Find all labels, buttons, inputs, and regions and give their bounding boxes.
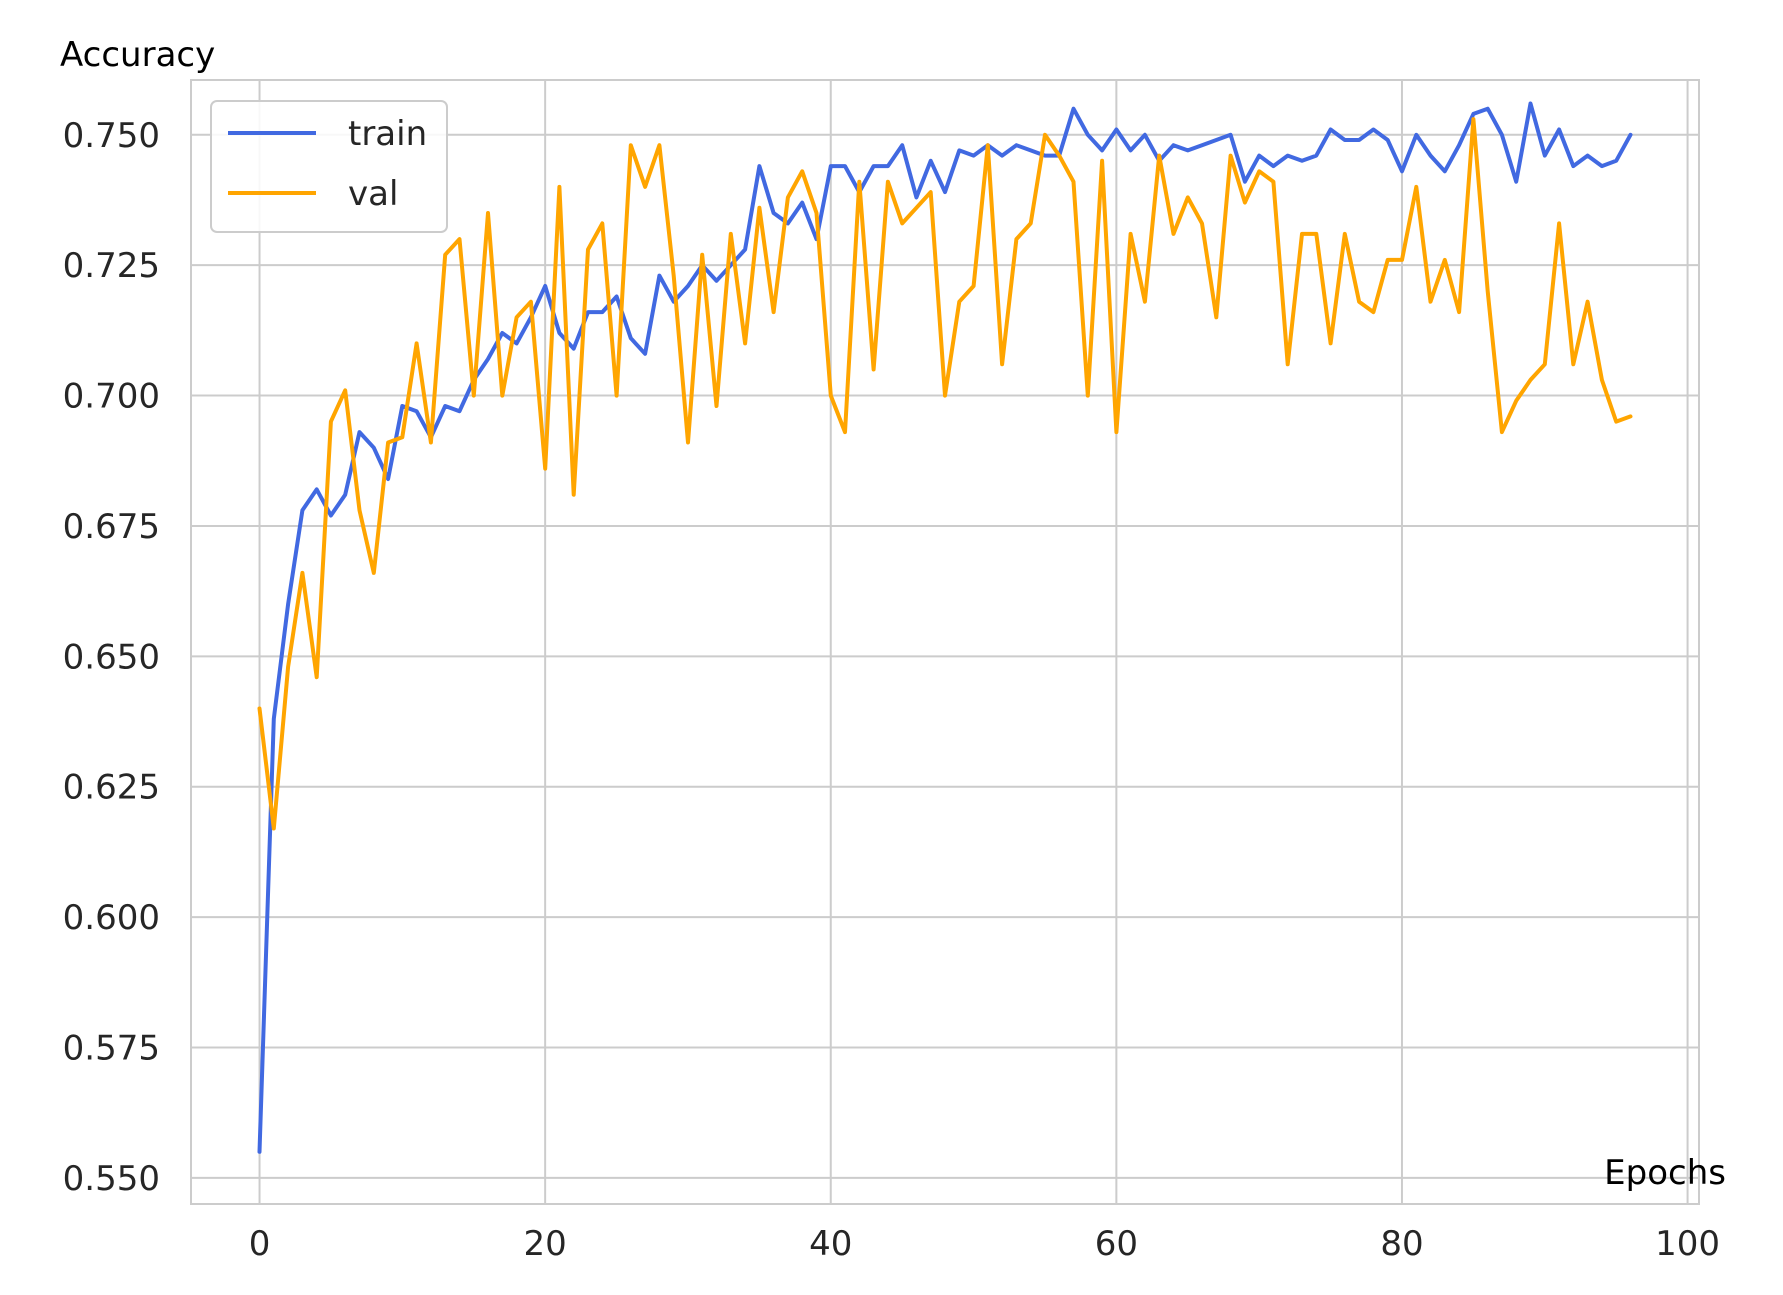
legend: train val — [210, 100, 448, 233]
y-tick-label: 0.625 — [63, 768, 160, 808]
y-tick-label: 0.650 — [63, 637, 160, 677]
plot-frame — [190, 79, 1700, 1205]
legend-label-val: val — [348, 174, 398, 214]
y-tick-label: 0.750 — [63, 116, 160, 156]
x-tick-label: 80 — [1380, 1224, 1423, 1264]
legend-label-train: train — [348, 114, 427, 154]
x-tick-label: 60 — [1095, 1224, 1138, 1264]
y-tick-label: 0.700 — [63, 377, 160, 417]
y-tick-label: 0.550 — [63, 1159, 160, 1199]
y-tick-label: 0.675 — [63, 507, 160, 547]
y-axis-label: Accuracy — [60, 35, 215, 75]
x-tick-label: 20 — [524, 1224, 567, 1264]
series-line-val — [257, 117, 1633, 831]
grid — [191, 80, 1699, 1204]
series-layer — [257, 101, 1633, 1154]
tick-labels: 0 20 40 60 80 100 0.550 0.575 0.600 0.625 0.650 0.6… — [63, 116, 1720, 1264]
x-tick-label: 100 — [1655, 1224, 1720, 1264]
x-tick-label: 40 — [809, 1224, 852, 1264]
y-tick-label: 0.725 — [63, 246, 160, 286]
x-axis-label: Epochs — [1604, 1153, 1726, 1193]
x-tick-label: 0 — [249, 1224, 271, 1264]
series-line-train — [257, 101, 1633, 1154]
y-tick-label: 0.575 — [63, 1029, 160, 1069]
y-tick-label: 0.600 — [63, 898, 160, 938]
